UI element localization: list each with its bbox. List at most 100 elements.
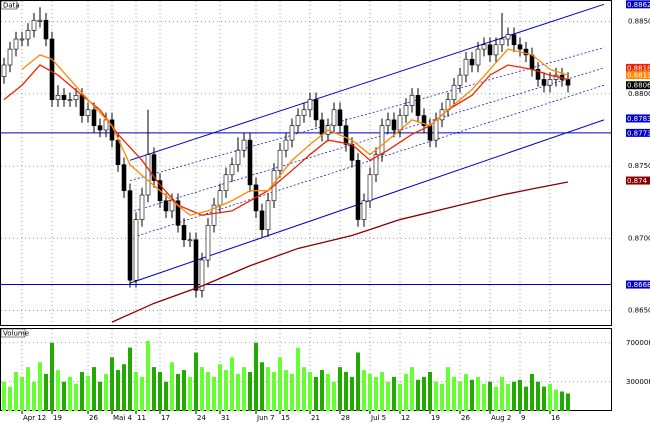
candle-body xyxy=(415,95,421,116)
candle-body xyxy=(307,99,313,111)
x-tick-label: Aug 2 xyxy=(491,414,511,422)
x-tick-label: 12 xyxy=(401,414,410,422)
candle-body xyxy=(115,139,121,165)
volume-bar xyxy=(392,376,396,411)
volume-bar xyxy=(560,391,564,411)
x-tick-label: 26 xyxy=(461,414,470,422)
candle-body xyxy=(7,48,13,66)
volume-bar xyxy=(338,367,342,411)
candle-body xyxy=(67,99,73,101)
candle-body xyxy=(55,95,61,100)
volume-bar xyxy=(422,376,426,411)
candle-body xyxy=(241,139,247,151)
x-tick-label: 26 xyxy=(89,414,98,422)
volume-bar xyxy=(332,381,336,411)
volume-bar xyxy=(380,372,384,411)
volume-bar xyxy=(566,393,570,411)
x-tick-label: 19 xyxy=(431,414,440,422)
volume-bar xyxy=(554,389,558,411)
candle-body xyxy=(493,44,499,56)
candle-body xyxy=(475,48,481,66)
price-label-box xyxy=(626,81,650,90)
volume-bar xyxy=(308,372,312,411)
volume-bar xyxy=(14,372,18,411)
candle-body xyxy=(193,239,199,291)
candle-body xyxy=(259,210,265,230)
volume-bar xyxy=(470,379,474,411)
price-label-box xyxy=(626,114,650,123)
volume-bar xyxy=(128,347,132,411)
candle-body xyxy=(331,109,337,126)
price-label-box xyxy=(626,280,650,289)
candle-body xyxy=(301,109,307,116)
volume-bar xyxy=(272,372,276,411)
candle-body xyxy=(481,44,487,50)
volume-bar xyxy=(218,364,222,411)
volume-bar xyxy=(458,381,462,411)
candle-body xyxy=(19,38,25,41)
volume-bar xyxy=(236,373,240,411)
candle-body xyxy=(355,160,361,220)
candle-body xyxy=(181,225,187,241)
volume-panel-label: Volume xyxy=(3,330,29,338)
volume-bar xyxy=(26,367,30,411)
moving-average xyxy=(111,181,569,323)
channel-line xyxy=(129,3,605,161)
channel-line xyxy=(129,84,605,239)
moving-average xyxy=(21,48,569,216)
candle-body xyxy=(367,174,373,202)
candle-body xyxy=(517,44,523,50)
volume-bar xyxy=(548,383,552,411)
candle-body xyxy=(91,109,97,126)
volume-bar xyxy=(80,372,84,411)
volume-bar xyxy=(20,376,24,411)
price-label: 0.8783 xyxy=(627,115,650,123)
candle-body xyxy=(511,34,517,46)
price-panel xyxy=(0,0,612,326)
volume-bar xyxy=(146,340,150,411)
price-label: 0.874 xyxy=(627,177,648,185)
volume-bar xyxy=(500,376,504,411)
volume-bar xyxy=(242,367,246,411)
candle-body xyxy=(289,125,295,141)
volume-bar xyxy=(152,367,156,411)
candle-body xyxy=(337,109,343,126)
candle-body xyxy=(205,225,211,261)
candle-body xyxy=(397,115,403,131)
volume-bar xyxy=(530,373,534,411)
candle-body xyxy=(421,115,427,126)
candle-body xyxy=(31,19,37,31)
volume-bar xyxy=(32,381,36,411)
candle-body xyxy=(361,200,367,220)
x-tick-label: Jun 7 xyxy=(256,414,275,422)
x-tick-label: 15 xyxy=(281,414,290,422)
x-tick-label: Apr 12 xyxy=(23,414,46,422)
candle-body xyxy=(85,109,91,116)
volume-bar xyxy=(362,370,366,411)
candle-body xyxy=(283,139,289,151)
volume-bar xyxy=(86,375,90,411)
volume-bar xyxy=(260,362,264,411)
volume-bar xyxy=(104,373,108,411)
price-label-box xyxy=(626,176,650,185)
volume-bar xyxy=(524,386,528,411)
candle-body xyxy=(163,200,169,212)
volume-bar xyxy=(302,367,306,411)
candle-body xyxy=(469,58,475,66)
volume-bar xyxy=(452,376,456,411)
price-label: 0.8806 xyxy=(627,82,650,90)
volume-bar xyxy=(428,372,432,411)
price-label: 0.8862 xyxy=(627,1,650,9)
candle-body xyxy=(121,164,127,191)
volume-bar xyxy=(194,352,198,411)
x-tick-label: Mai 4 xyxy=(113,414,132,422)
volume-bar xyxy=(278,357,282,411)
volume-bar xyxy=(320,370,324,411)
volume-bar xyxy=(404,373,408,411)
candle-body xyxy=(343,125,349,145)
volume-bar xyxy=(2,381,6,411)
moving-average xyxy=(3,64,569,216)
